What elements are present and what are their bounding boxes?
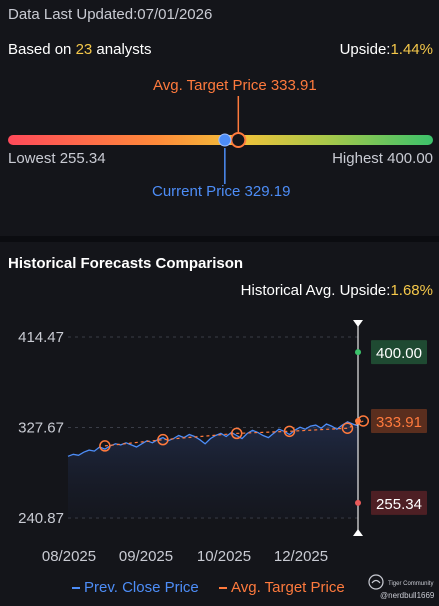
cursor-top-handle[interactable] bbox=[353, 320, 363, 327]
avg-target-point bbox=[283, 425, 296, 438]
avg-target-marker bbox=[230, 132, 247, 148]
price-range-bar bbox=[8, 96, 433, 184]
legend-avg-target[interactable]: Avg. Target Price bbox=[219, 579, 345, 596]
avg-target-line bbox=[104, 420, 364, 447]
x-tick-label: 09/2025 bbox=[119, 548, 173, 565]
legend-avg-label: Avg. Target Price bbox=[231, 579, 345, 596]
close-price-line bbox=[67, 421, 359, 457]
current-price-marker bbox=[218, 133, 232, 147]
analysts-suffix: analysts bbox=[92, 41, 152, 58]
tag-dot bbox=[355, 349, 361, 356]
watermark: Tiger Community @nerdbull1669 bbox=[368, 572, 438, 602]
value-tag-label: 255.34 bbox=[376, 496, 422, 513]
value-tag-bg bbox=[371, 408, 427, 433]
legend-prev-swatch bbox=[72, 587, 80, 590]
legend-avg-swatch bbox=[219, 587, 227, 590]
tiger-logo-icon bbox=[368, 574, 384, 590]
upside-label: Upside: bbox=[339, 41, 391, 58]
value-tag-bg bbox=[371, 490, 427, 515]
data-updated-text: Data Last Updated:07/01/2026 bbox=[8, 6, 212, 23]
value-tag-bg bbox=[371, 340, 427, 365]
value-tag-label: 333.91 bbox=[376, 414, 422, 431]
historical-title: Historical Forecasts Comparison bbox=[8, 255, 244, 272]
analysts-count-text: Based on 23 analysts bbox=[8, 41, 151, 58]
avg-target-point bbox=[341, 422, 354, 434]
close-price-area bbox=[68, 421, 358, 518]
legend-prev-close[interactable]: Prev. Close Price bbox=[72, 579, 199, 596]
x-tick-label: 12/2025 bbox=[274, 548, 328, 565]
historical-forecast-chart[interactable]: 414.47 327.67 240.87 08/2025 09/2025 10/2025… bbox=[0, 315, 439, 570]
current-price-label: Current Price 329.19 bbox=[152, 183, 291, 200]
highest-price-label: Highest 400.00 bbox=[332, 150, 433, 167]
cursor-bottom-handle[interactable] bbox=[353, 529, 363, 536]
analysts-prefix: Based on bbox=[8, 41, 76, 58]
updated-label: Data Last Updated: bbox=[8, 6, 138, 23]
lowest-price-label: Lowest 255.34 bbox=[8, 150, 106, 167]
avg-target-price-label: Avg. Target Price 333.91 bbox=[153, 77, 317, 94]
x-tick-label: 08/2025 bbox=[42, 548, 96, 565]
upside-value: 1.44% bbox=[390, 41, 433, 58]
avg-target-point bbox=[157, 433, 169, 446]
y-tick-label: 240.87 bbox=[18, 510, 64, 527]
value-tag-label: 400.00 bbox=[376, 345, 422, 362]
avg-target-point bbox=[99, 440, 111, 452]
watermark-brand: Tiger Community bbox=[388, 581, 434, 587]
y-tick-label: 414.47 bbox=[18, 329, 64, 346]
watermark-user: @nerdbull1669 bbox=[380, 591, 435, 600]
analysts-count: 23 bbox=[75, 41, 93, 58]
updated-date: 07/01/2026 bbox=[137, 6, 213, 23]
legend-prev-label: Prev. Close Price bbox=[84, 579, 199, 596]
tag-dot bbox=[355, 499, 361, 506]
tag-dot bbox=[355, 417, 361, 424]
historical-upside-label: Historical Avg. Upside: bbox=[240, 282, 391, 299]
y-tick-label: 327.67 bbox=[18, 420, 64, 437]
x-tick-label: 10/2025 bbox=[197, 548, 251, 565]
avg-target-point bbox=[230, 427, 243, 440]
section-divider bbox=[0, 236, 439, 242]
upside-text: Upside:1.44% bbox=[340, 41, 433, 58]
historical-upside-value: 1.68% bbox=[390, 282, 433, 299]
historical-upside-text: Historical Avg. Upside:1.68% bbox=[241, 282, 433, 299]
